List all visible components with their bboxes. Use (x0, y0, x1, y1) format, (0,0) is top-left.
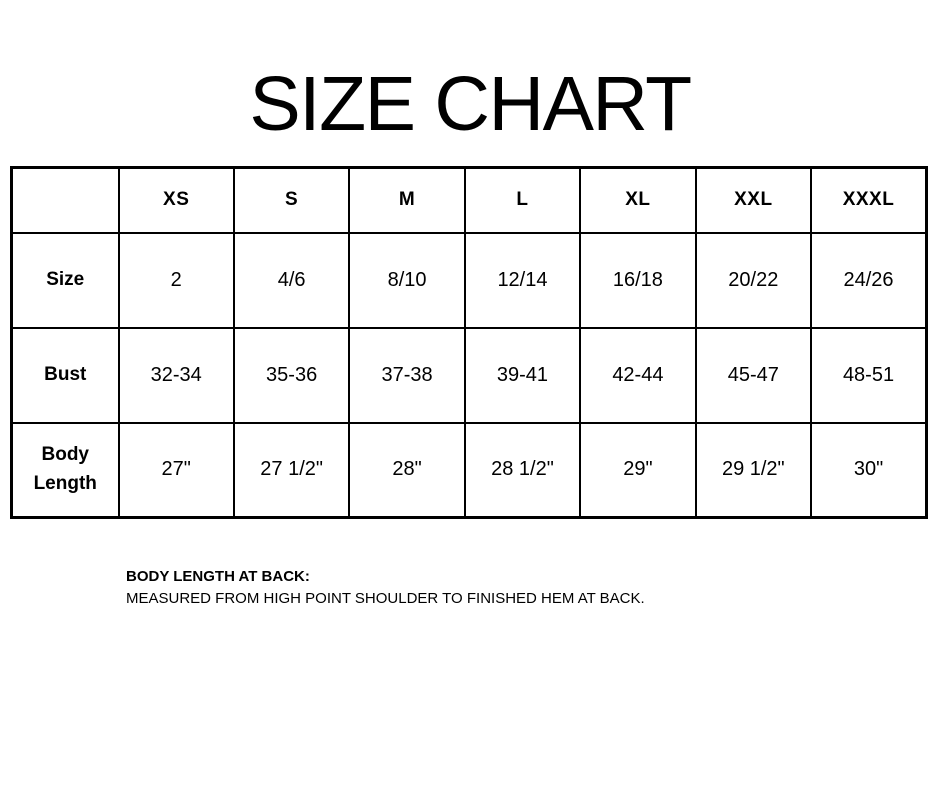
header-cell-m: M (348, 166, 466, 234)
data-cell: 20/22 (694, 231, 813, 329)
data-cell: 39-41 (463, 326, 582, 424)
data-cell: 27" (117, 421, 235, 519)
header-cell-s: S (232, 166, 351, 234)
data-cell: 28 1/2" (463, 421, 582, 519)
data-cell: 27 1/2" (232, 421, 351, 519)
data-cell: 24/26 (810, 231, 928, 329)
data-cell: 37-38 (348, 326, 466, 424)
data-cell: 42-44 (579, 326, 697, 424)
data-cell: 28" (348, 421, 466, 519)
data-cell: 48-51 (810, 326, 928, 424)
data-cell: 35-36 (232, 326, 351, 424)
header-cell-xs: XS (117, 166, 235, 234)
header-cell-xl: XL (579, 166, 697, 234)
page-title: SIZE CHART (249, 61, 692, 147)
header-cell-xxl: XXL (694, 166, 813, 234)
size-chart-table: XS S M L XL XXL XXXL Size 2 4/6 8/10 12/… (10, 166, 928, 519)
data-cell: 30" (810, 421, 928, 519)
data-cell: 29 1/2" (694, 421, 813, 519)
row-label-body-length: Body Length (10, 421, 120, 519)
data-cell: 8/10 (348, 231, 466, 329)
data-cell: 4/6 (232, 231, 351, 329)
data-cell: 16/18 (579, 231, 697, 329)
footnote-heading: BODY LENGTH AT BACK: (126, 568, 310, 585)
data-cell: 2 (117, 231, 235, 329)
row-label-size: Size (10, 231, 120, 329)
header-cell-xxxl: XXXL (810, 166, 928, 234)
footnote-body: MEASURED FROM HIGH POINT SHOULDER TO FIN… (126, 590, 645, 607)
row-label-bust: Bust (10, 326, 120, 424)
corner-cell (10, 166, 120, 234)
table-row-size: Size 2 4/6 8/10 12/14 16/18 20/22 24/26 (10, 231, 928, 329)
data-cell: 45-47 (694, 326, 813, 424)
data-cell: 29" (579, 421, 697, 519)
table-row-bust: Bust 32-34 35-36 37-38 39-41 42-44 45-47… (10, 326, 928, 424)
table-header-row: XS S M L XL XXL XXXL (10, 166, 928, 234)
data-cell: 12/14 (463, 231, 582, 329)
table-row-body-length: Body Length 27" 27 1/2" 28" 28 1/2" 29" … (10, 421, 928, 519)
header-cell-l: L (463, 166, 582, 234)
footnote: BODY LENGTH AT BACK: MEASURED FROM HIGH … (126, 566, 645, 610)
data-cell: 32-34 (117, 326, 235, 424)
